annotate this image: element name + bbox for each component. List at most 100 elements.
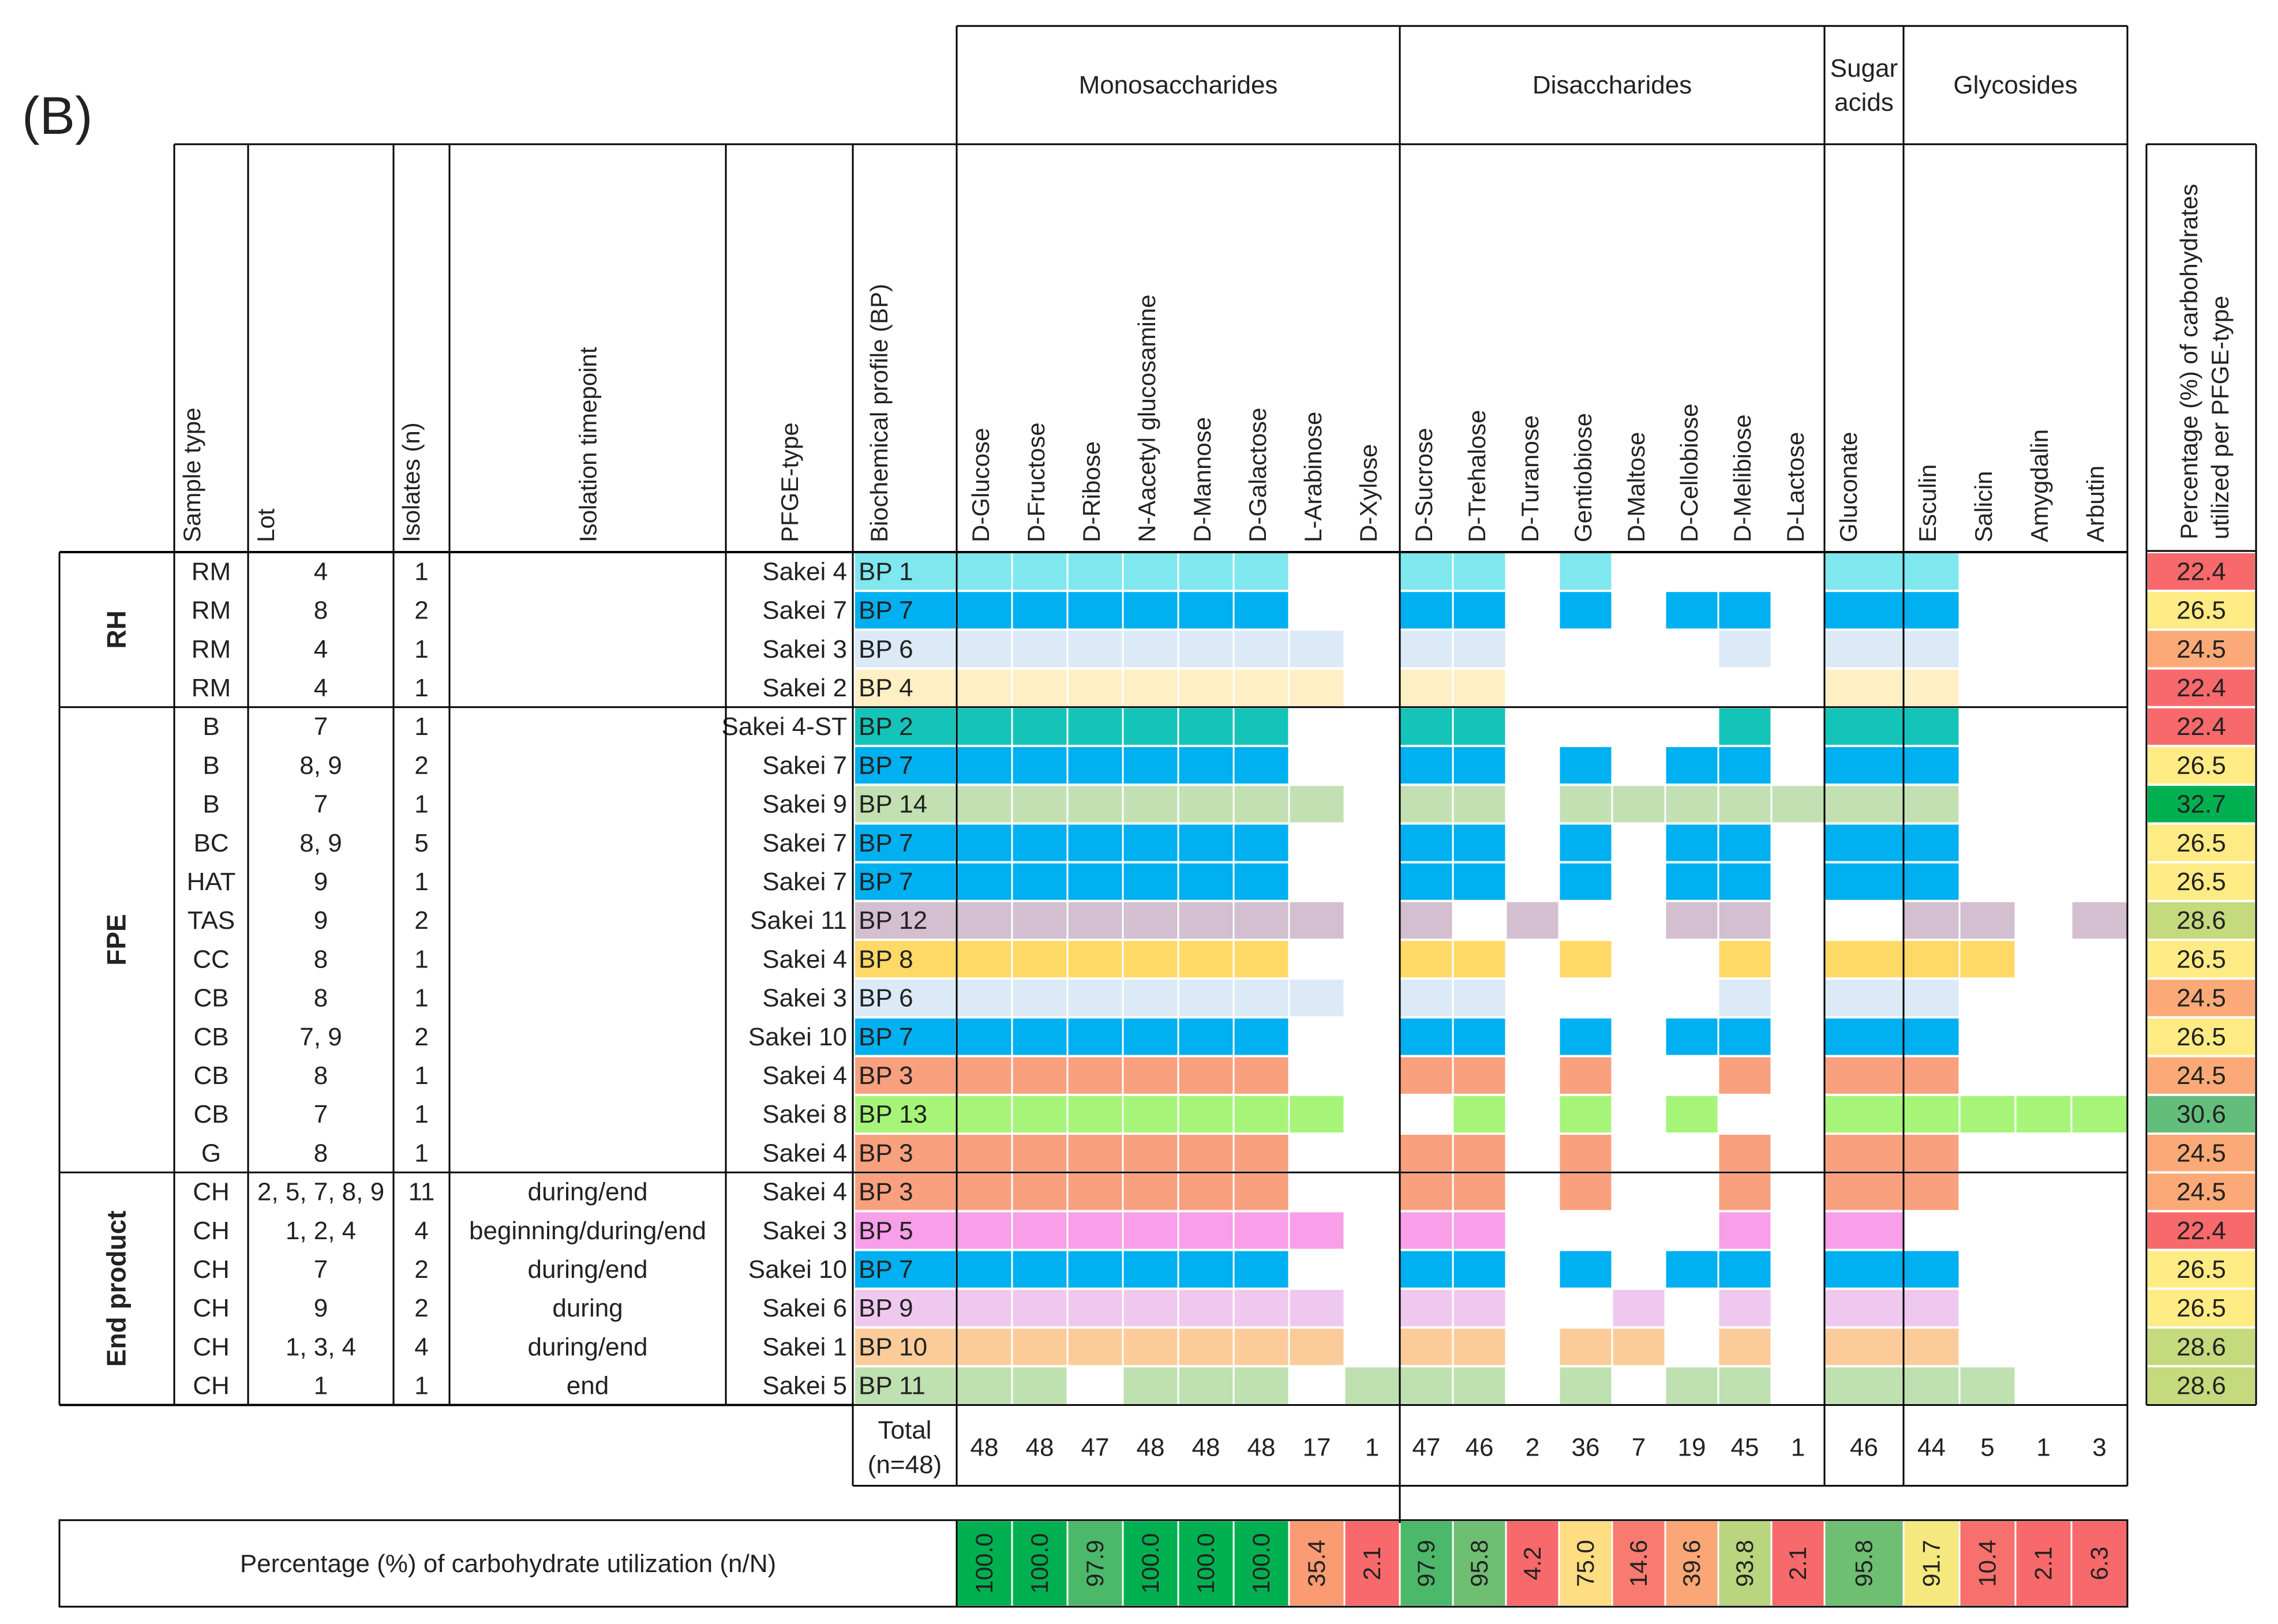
total-value: 19 bbox=[1678, 1433, 1706, 1461]
utilization-cell bbox=[1825, 1289, 1903, 1326]
utilization-cell bbox=[1560, 863, 1612, 900]
utilization-bar-cell bbox=[1666, 1521, 1718, 1606]
utilization-cell bbox=[1123, 1057, 1178, 1094]
utilization-cell bbox=[1179, 863, 1233, 900]
bp-cell bbox=[855, 902, 956, 939]
column-header-carb: D-Galactose bbox=[1244, 408, 1271, 542]
pct-cell bbox=[2148, 747, 2255, 784]
utilization-cell bbox=[1825, 1329, 1903, 1366]
cell-biochemical-profile: BP 7 bbox=[859, 1023, 913, 1051]
total-value: 48 bbox=[1026, 1433, 1054, 1461]
cell-biochemical-profile: BP 3 bbox=[859, 1178, 913, 1206]
utilization-bar-cell bbox=[1825, 1521, 1903, 1606]
utilization-cell bbox=[1560, 1173, 1612, 1210]
cell-isolates: 11 bbox=[409, 1178, 435, 1206]
utilization-cell bbox=[1068, 631, 1122, 667]
cell-isolates: 1 bbox=[414, 868, 428, 896]
bp-cell bbox=[855, 980, 956, 1017]
utilization-bar-border bbox=[956, 1519, 2129, 1608]
utilization-cell bbox=[1179, 1057, 1233, 1094]
bp-cell bbox=[855, 941, 956, 978]
utilization-cell bbox=[1234, 786, 1288, 823]
total-value: 36 bbox=[1572, 1433, 1600, 1461]
group-header-mono: Monosaccharides bbox=[1079, 71, 1278, 99]
utilization-cell bbox=[1234, 824, 1288, 861]
utilization-cell bbox=[1666, 786, 1718, 823]
cell-isolates: 2 bbox=[414, 597, 428, 625]
utilization-cell bbox=[1123, 708, 1178, 745]
utilization-bar-cell bbox=[957, 1521, 1011, 1606]
utilization-cell bbox=[1123, 1289, 1178, 1326]
cell-biochemical-profile: BP 4 bbox=[859, 674, 913, 702]
utilization-cell bbox=[1453, 1057, 1505, 1094]
utilization-value: 10.4 bbox=[1974, 1540, 2001, 1587]
utilization-cell bbox=[1400, 1367, 1452, 1404]
utilization-cell bbox=[1960, 1096, 2015, 1132]
cell-sample-type: CB bbox=[193, 1100, 228, 1128]
total-value: 2 bbox=[1526, 1433, 1539, 1461]
cell-timepoint: during/end bbox=[528, 1178, 648, 1206]
utilization-cell bbox=[1825, 631, 1903, 667]
utilization-bar-cell bbox=[1179, 1521, 1233, 1606]
utilization-cell bbox=[1179, 553, 1233, 590]
pct-cell bbox=[2148, 902, 2255, 939]
utilization-cell bbox=[957, 631, 1011, 667]
column-header-carb: L-Arabinose bbox=[1299, 412, 1327, 542]
utilization-cell bbox=[1825, 1057, 1903, 1094]
total-value: 47 bbox=[1081, 1433, 1110, 1461]
totals-label: Total bbox=[878, 1416, 932, 1444]
cell-isolates: 1 bbox=[414, 674, 428, 702]
utilization-cell bbox=[1904, 1173, 1959, 1210]
utilization-cell bbox=[1068, 824, 1122, 861]
utilization-cell bbox=[1560, 1018, 1612, 1055]
utilization-cell bbox=[1400, 980, 1452, 1017]
utilization-cell bbox=[1013, 1251, 1067, 1288]
column-header-lot: Lot bbox=[252, 508, 279, 542]
cell-isolates: 1 bbox=[414, 635, 428, 663]
utilization-cell bbox=[1234, 747, 1288, 784]
cell-isolates: 1 bbox=[414, 984, 428, 1012]
bp-cell bbox=[855, 1096, 956, 1132]
cell-percentage: 24.5 bbox=[2176, 1062, 2226, 1090]
utilization-bar-cell bbox=[1234, 1521, 1288, 1606]
cell-lot: 2, 5, 7, 8, 9 bbox=[257, 1178, 384, 1206]
cell-isolates: 1 bbox=[414, 1062, 428, 1090]
utilization-cell bbox=[1453, 708, 1505, 745]
cell-lot: 7 bbox=[314, 1100, 328, 1128]
total-value: 1 bbox=[1365, 1433, 1379, 1461]
utilization-cell bbox=[1013, 1289, 1067, 1326]
utilization-cell bbox=[1560, 824, 1612, 861]
utilization-cell bbox=[1123, 980, 1178, 1017]
column-header-carb: D-Lactose bbox=[1782, 432, 1809, 542]
utilization-cell bbox=[1068, 1173, 1122, 1210]
utilization-cell bbox=[1345, 1367, 1399, 1404]
utilization-cell bbox=[1825, 786, 1903, 823]
cell-percentage: 26.5 bbox=[2176, 1255, 2226, 1284]
utilization-cell bbox=[1825, 863, 1903, 900]
utilization-value: 2.1 bbox=[2030, 1547, 2057, 1580]
utilization-cell bbox=[1560, 786, 1612, 823]
cell-biochemical-profile: BP 9 bbox=[859, 1294, 913, 1322]
utilization-cell bbox=[1068, 863, 1122, 900]
cell-pfge-type: Sakei 10 bbox=[748, 1255, 847, 1284]
utilization-cell bbox=[1234, 1096, 1288, 1132]
total-value: 3 bbox=[2092, 1433, 2106, 1461]
utilization-cell bbox=[1013, 1057, 1067, 1094]
utilization-value: 6.3 bbox=[2086, 1547, 2113, 1580]
cell-sample-type: BC bbox=[193, 829, 228, 857]
cell-sample-type: TAS bbox=[188, 906, 235, 935]
pct-cell bbox=[2148, 863, 2255, 900]
utilization-cell bbox=[1453, 1251, 1505, 1288]
utilization-cell bbox=[1179, 1018, 1233, 1055]
cell-pfge-type: Sakei 4 bbox=[762, 557, 847, 586]
column-header-carb: D-Fructose bbox=[1022, 422, 1050, 542]
cell-sample-type: RM bbox=[192, 597, 231, 625]
cell-percentage: 26.5 bbox=[2176, 1294, 2226, 1322]
utilization-cell bbox=[1719, 980, 1771, 1017]
utilization-cell bbox=[1453, 824, 1505, 861]
cell-pfge-type: Sakei 2 bbox=[762, 674, 847, 702]
utilization-cell bbox=[1234, 1173, 1288, 1210]
utilization-cell bbox=[1400, 824, 1452, 861]
bp-cell bbox=[855, 1135, 956, 1172]
utilization-cell bbox=[1234, 902, 1288, 939]
